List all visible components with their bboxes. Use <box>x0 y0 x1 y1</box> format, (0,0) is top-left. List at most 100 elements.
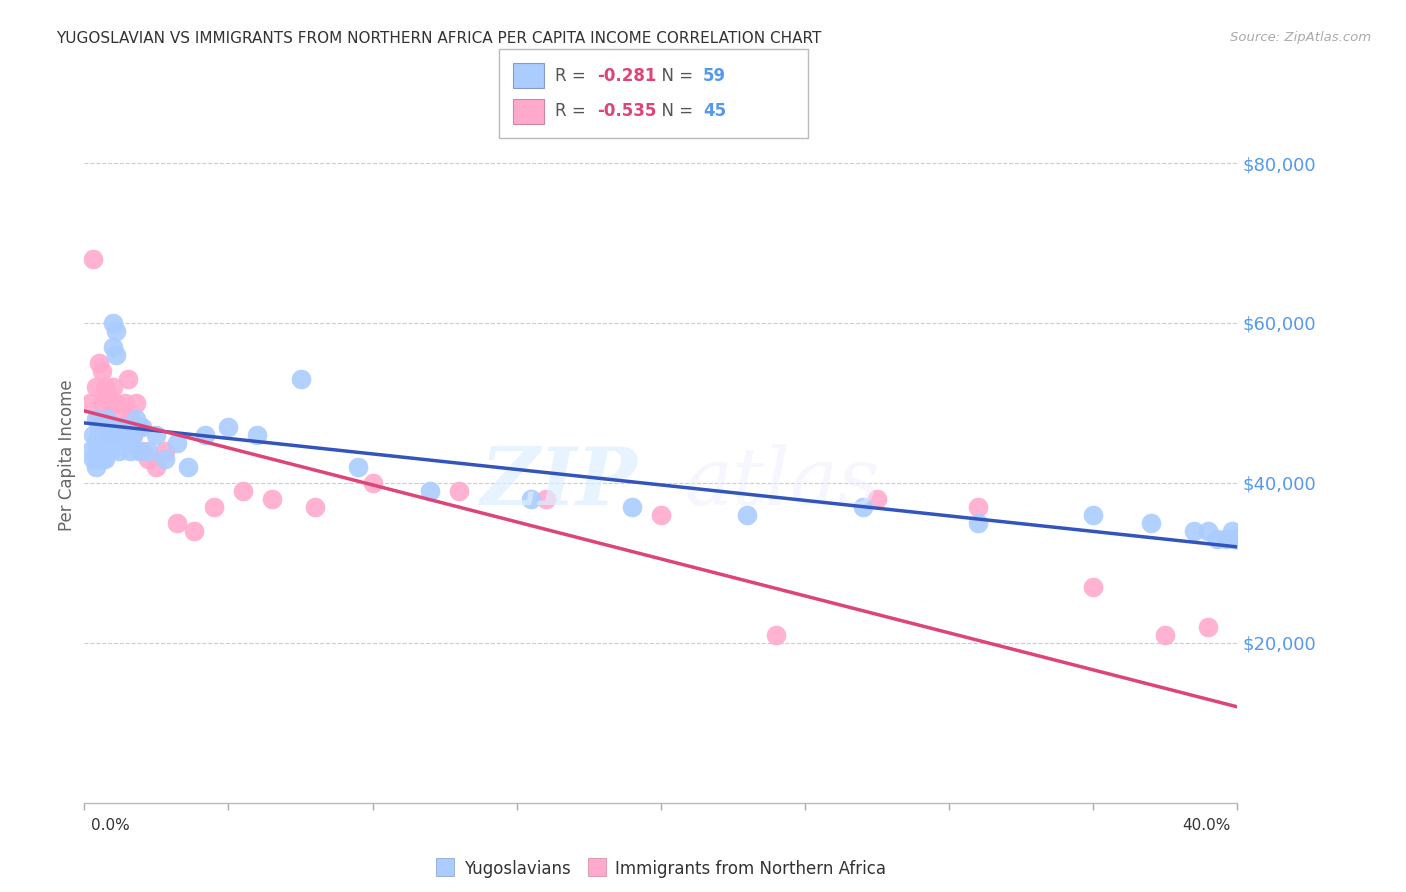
Point <box>105 348 128 362</box>
Point <box>96 412 118 426</box>
Point <box>520 491 543 506</box>
Point <box>260 491 283 506</box>
Text: YUGOSLAVIAN VS IMMIGRANTS FROM NORTHERN AFRICA PER CAPITA INCOME CORRELATION CHA: YUGOSLAVIAN VS IMMIGRANTS FROM NORTHERN … <box>56 31 821 46</box>
Point <box>111 428 134 442</box>
Point <box>1197 524 1219 538</box>
Point <box>117 372 139 386</box>
Y-axis label: Per Capita Income: Per Capita Income <box>58 379 76 531</box>
Text: ZIP: ZIP <box>481 444 638 522</box>
Text: N =: N = <box>651 67 699 85</box>
Legend: Yugoslavians, Immigrants from Northern Africa: Yugoslavians, Immigrants from Northern A… <box>429 854 893 885</box>
Point <box>87 412 110 426</box>
Text: -0.535: -0.535 <box>598 103 657 120</box>
Point <box>90 364 112 378</box>
Point <box>166 516 188 530</box>
Text: 59: 59 <box>703 67 725 85</box>
Point <box>122 428 145 442</box>
Point <box>128 420 150 434</box>
Point <box>93 380 115 394</box>
Point <box>84 459 107 474</box>
Point <box>84 380 107 394</box>
Point <box>153 451 176 466</box>
Point <box>105 396 128 410</box>
Point <box>136 444 159 458</box>
Point <box>93 428 115 442</box>
Point <box>145 459 167 474</box>
Point <box>114 420 136 434</box>
Point <box>153 444 176 458</box>
Point <box>90 436 112 450</box>
Point <box>90 396 112 410</box>
Text: Source: ZipAtlas.com: Source: ZipAtlas.com <box>1230 31 1371 45</box>
Point <box>98 444 121 458</box>
Point <box>84 412 107 426</box>
Point <box>131 444 153 458</box>
Point <box>1197 620 1219 634</box>
Point <box>304 500 326 514</box>
Point <box>1226 532 1249 546</box>
Point <box>105 428 128 442</box>
Point <box>967 500 990 514</box>
Point <box>194 428 217 442</box>
Point <box>96 436 118 450</box>
Point <box>347 459 370 474</box>
Point <box>1139 516 1161 530</box>
Point <box>108 420 131 434</box>
Point <box>447 483 470 498</box>
Point <box>82 428 104 442</box>
Point <box>120 444 142 458</box>
Text: 0.0%: 0.0% <box>91 818 131 832</box>
Point <box>87 444 110 458</box>
Point <box>79 444 101 458</box>
Point <box>202 500 225 514</box>
Point <box>1182 524 1205 538</box>
Point <box>1206 532 1229 546</box>
Point <box>90 420 112 434</box>
Point <box>128 444 150 458</box>
Text: -0.281: -0.281 <box>598 67 657 85</box>
Point <box>852 500 875 514</box>
Point <box>108 404 131 418</box>
Point <box>737 508 759 522</box>
Point <box>361 475 384 490</box>
Text: R =: R = <box>555 103 592 120</box>
Point <box>117 436 139 450</box>
Text: atlas: atlas <box>683 444 879 522</box>
Point <box>84 436 107 450</box>
Point <box>621 500 644 514</box>
Text: N =: N = <box>651 103 699 120</box>
Point <box>120 412 142 426</box>
Point <box>1154 628 1177 642</box>
Point <box>866 491 889 506</box>
Point <box>1081 508 1104 522</box>
Point <box>1081 580 1104 594</box>
Point <box>114 396 136 410</box>
Point <box>217 420 239 434</box>
Point <box>125 396 148 410</box>
Point <box>103 340 124 354</box>
Point <box>166 436 188 450</box>
Point <box>534 491 557 506</box>
Point <box>98 428 121 442</box>
Point <box>96 412 118 426</box>
Point <box>145 428 167 442</box>
Point <box>82 252 104 266</box>
Point <box>93 444 115 458</box>
Point <box>1223 532 1246 546</box>
Point <box>967 516 990 530</box>
Text: 40.0%: 40.0% <box>1182 818 1230 832</box>
Point <box>103 420 124 434</box>
Point <box>290 372 312 386</box>
Text: R =: R = <box>555 67 592 85</box>
Point <box>105 324 128 338</box>
Point <box>177 459 200 474</box>
Point <box>87 356 110 370</box>
Text: 45: 45 <box>703 103 725 120</box>
Point <box>79 396 101 410</box>
Point <box>122 428 145 442</box>
Point <box>90 451 112 466</box>
Point <box>111 420 134 434</box>
Point <box>96 388 118 402</box>
Point <box>1220 524 1243 538</box>
Point <box>183 524 205 538</box>
